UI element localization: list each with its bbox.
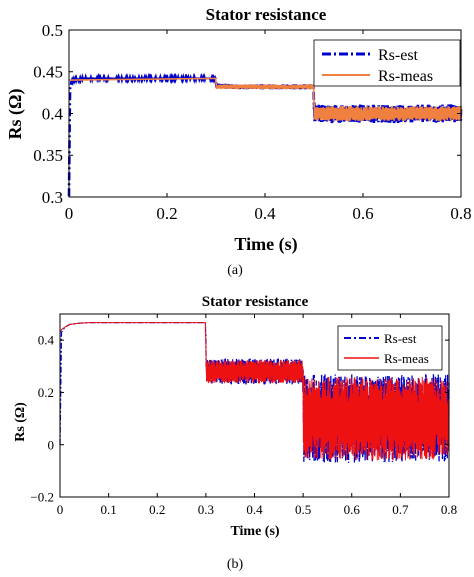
b-xtick-label: 0.1 [101, 502, 117, 517]
chart-b-legend: Rs-est Rs-meas [337, 325, 443, 371]
a-xtick-label: 0.6 [352, 204, 373, 223]
chart-a-legend-label-rs-meas: Rs-meas [378, 68, 433, 85]
chart-a-caption: (a) [227, 263, 243, 278]
b-ytick-label: 0.2 [38, 385, 54, 400]
a-ytick-label: 0.35 [33, 146, 63, 165]
a-series-rs-meas [69, 77, 462, 122]
b-series-rs-meas [59, 322, 450, 461]
chart-a-y-ticks: 0.3 0.35 0.4 0.45 0.5 [33, 21, 461, 207]
a-xtick-label: 0.4 [254, 204, 276, 223]
b-ytick-label: 0.4 [38, 333, 55, 348]
panel-a: Stator resistance 0 0.2 0.4 0.6 0.8 0.30.350… [5, 5, 472, 278]
b-xtick-label: 0.7 [392, 502, 409, 517]
a-xtick-label: 0.2 [156, 204, 177, 223]
b-xtick-label: 0.5 [295, 502, 311, 517]
chart-b-y-label: Rs (Ω) [13, 402, 28, 442]
chart-a-title: Stator resistance [206, 5, 327, 24]
b-xtick-label: 0.3 [198, 502, 214, 517]
chart-b-title: Stator resistance [202, 294, 309, 310]
chart-a-legend-box [313, 39, 461, 87]
a-ytick-label: 0.45 [33, 63, 63, 82]
chart-b-x-label: Time (s) [230, 524, 279, 539]
b-xtick-label: 0.6 [344, 502, 361, 517]
b-xtick-label: 0.8 [441, 502, 457, 517]
chart-b-x-ticks: 0 0.1 0.2 0.3 0.4 0.5 0.6 0.7 0.8 [57, 314, 457, 517]
a-xtick-label: 0.8 [450, 204, 471, 223]
chart-a-x-ticks: 0 0.2 0.4 0.6 0.8 [65, 30, 472, 223]
chart-a-x-label: Time (s) [234, 234, 297, 255]
chart-a-legend-label-rs-est: Rs-est [378, 47, 419, 64]
b-ytick-label: −0.2 [30, 490, 54, 505]
chart-a-legend: Rs-est Rs-meas [313, 39, 461, 87]
chart-b-legend-box [337, 325, 443, 371]
a-ytick-label: 0.4 [42, 104, 64, 123]
a-ytick-label: 0.5 [42, 21, 63, 40]
b-xtick-label: 0.4 [246, 502, 263, 517]
b-ytick-label: 0 [48, 437, 55, 452]
b-xtick-label: 0 [57, 502, 64, 517]
chart-a-y-label: Rs (Ω) [5, 89, 26, 140]
chart-b-caption: (b) [227, 557, 244, 572]
chart-b-legend-label-rs-meas: Rs-meas [384, 351, 429, 366]
b-xtick-label: 0.2 [149, 502, 165, 517]
chart-b-y-ticks: −0.2 0 0.2 0.4 [30, 333, 449, 505]
a-ytick-label: 0.3 [42, 188, 63, 207]
panel-b: Stator resistance 0 0.1 0.2 0.3 0.4 0.5 0.6 0.7… [13, 294, 457, 572]
a-xtick-label: 0 [65, 204, 74, 223]
chart-b-legend-label-rs-est: Rs-est [384, 331, 417, 346]
